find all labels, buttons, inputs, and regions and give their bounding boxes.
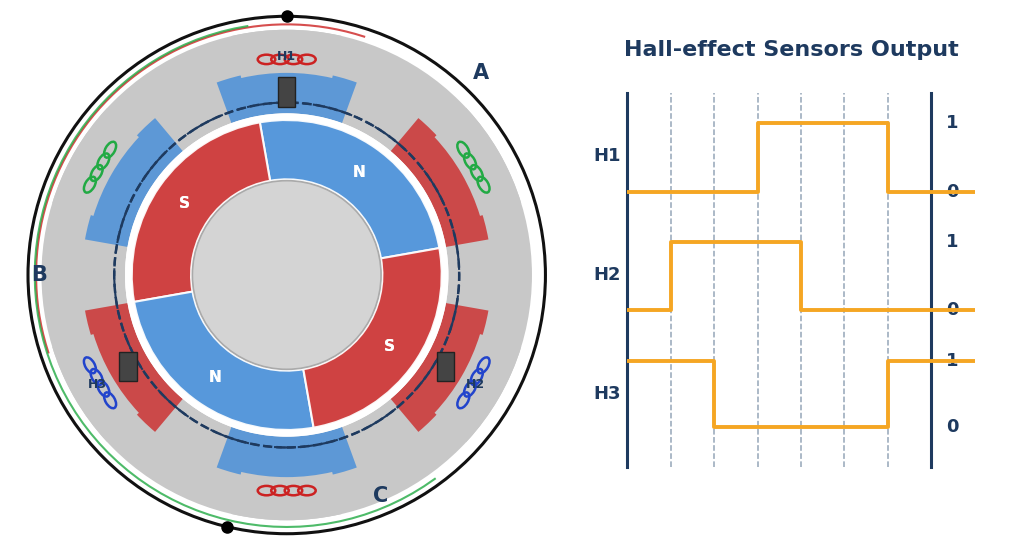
Text: S: S: [384, 339, 395, 354]
Text: N: N: [209, 370, 221, 385]
Text: H2: H2: [594, 266, 621, 284]
FancyBboxPatch shape: [119, 352, 137, 382]
Circle shape: [193, 180, 381, 370]
Wedge shape: [260, 120, 439, 258]
Wedge shape: [404, 318, 449, 393]
Wedge shape: [217, 70, 356, 123]
Text: N: N: [352, 165, 365, 180]
Text: 1: 1: [946, 352, 958, 370]
Wedge shape: [303, 248, 441, 427]
Text: H3: H3: [88, 378, 108, 390]
Wedge shape: [391, 118, 488, 247]
Text: S: S: [178, 196, 189, 211]
Wedge shape: [134, 292, 313, 430]
Text: 1: 1: [946, 233, 958, 251]
Text: N: N: [352, 165, 365, 180]
Wedge shape: [217, 427, 356, 480]
Wedge shape: [231, 30, 342, 78]
Wedge shape: [52, 108, 139, 216]
Text: N: N: [209, 370, 221, 385]
Wedge shape: [260, 120, 439, 258]
Text: C: C: [374, 486, 389, 506]
Text: S: S: [178, 196, 189, 211]
Wedge shape: [52, 334, 139, 442]
Text: B: B: [31, 265, 47, 285]
Wedge shape: [244, 108, 330, 114]
Text: 0: 0: [946, 301, 958, 320]
Text: S: S: [384, 339, 395, 354]
Text: A: A: [473, 63, 488, 83]
Circle shape: [125, 113, 449, 437]
Wedge shape: [134, 292, 313, 430]
Text: H1: H1: [278, 50, 296, 63]
Text: H1: H1: [594, 147, 621, 165]
Wedge shape: [85, 303, 182, 432]
Wedge shape: [231, 472, 342, 520]
Wedge shape: [132, 123, 270, 302]
Circle shape: [42, 30, 531, 520]
Wedge shape: [404, 157, 449, 232]
Wedge shape: [303, 248, 441, 427]
FancyBboxPatch shape: [436, 352, 455, 382]
Wedge shape: [132, 123, 270, 302]
Wedge shape: [125, 157, 169, 232]
Wedge shape: [244, 436, 330, 442]
Wedge shape: [85, 118, 182, 247]
Wedge shape: [434, 108, 521, 216]
Text: 0: 0: [946, 418, 958, 436]
Text: H3: H3: [594, 385, 621, 403]
Wedge shape: [125, 318, 169, 393]
Wedge shape: [391, 303, 488, 432]
FancyBboxPatch shape: [278, 77, 296, 107]
Text: 1: 1: [946, 114, 958, 132]
Text: H2: H2: [466, 378, 485, 390]
Circle shape: [125, 113, 449, 437]
Wedge shape: [434, 334, 521, 442]
Text: Hall-effect Sensors Output: Hall-effect Sensors Output: [624, 40, 958, 60]
Text: 0: 0: [946, 183, 958, 201]
Circle shape: [193, 180, 381, 370]
